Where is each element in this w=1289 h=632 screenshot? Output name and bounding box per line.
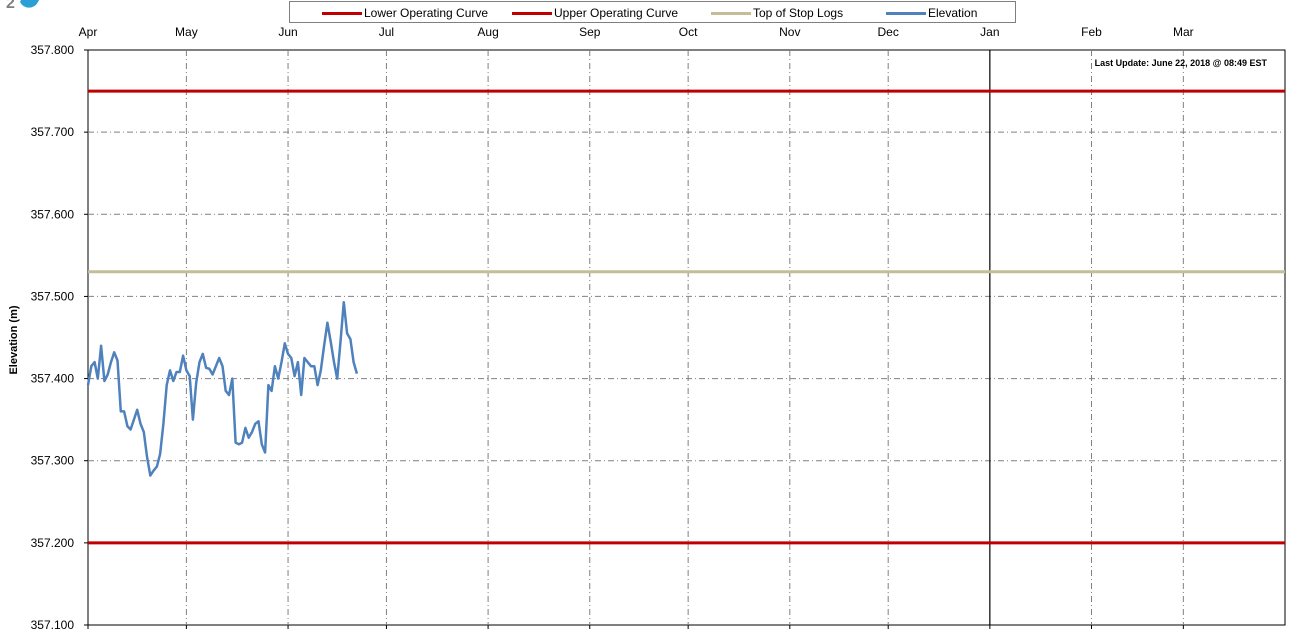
legend-swatch [512, 11, 552, 15]
legend: Lower Operating Curve Upper Operating Cur… [289, 1, 1016, 23]
x-tick-label: Jan [980, 25, 999, 39]
legend-label: Lower Operating Curve [364, 6, 489, 20]
legend-item: Lower Operating Curve [322, 5, 488, 21]
x-tick-label: Jun [278, 25, 297, 39]
y-tick-label: 357.300 [31, 454, 75, 468]
x-tick-label: Apr [79, 25, 98, 39]
legend-swatch [711, 11, 751, 15]
y-axis-label: Elevation (m) [8, 305, 20, 374]
grid-lines [87, 49, 1286, 626]
x-tick-label: May [175, 25, 198, 39]
y-tick-label: 357.700 [31, 125, 75, 139]
x-tick-label: Feb [1081, 25, 1102, 39]
x-axis-ticks: Apr May Jun Jul Aug Sep Oct Nov Dec Jan Feb Mar [79, 25, 1194, 629]
y-tick-label: 357.500 [31, 289, 75, 303]
logo-icon: 2 [6, 0, 39, 10]
y-tick-label: 357.800 [31, 43, 75, 57]
series-line-elevation [86, 300, 359, 477]
x-tick-label: Dec [878, 25, 899, 39]
legend-label: Top of Stop Logs [753, 6, 844, 20]
legend-item: Top of Stop Logs [711, 5, 843, 21]
series-layer [86, 89, 1285, 545]
y-tick-label: 357.100 [31, 618, 75, 632]
svg-text:2: 2 [6, 0, 15, 10]
x-tick-label: Aug [477, 25, 498, 39]
legend-label: Elevation [928, 6, 978, 20]
y-axis-ticks: 357.100 357.200 357.300 357.400 357.500 357.6… [31, 43, 88, 632]
x-tick-label: Mar [1173, 25, 1194, 39]
x-tick-label: Oct [679, 25, 698, 39]
legend-label: Upper Operating Curve [554, 6, 679, 20]
legend-swatch [886, 11, 926, 15]
x-tick-label: Jul [379, 25, 394, 39]
y-tick-label: 357.400 [31, 372, 75, 386]
last-update-annotation: Last Update: June 22, 2018 @ 08:49 EST [1095, 58, 1268, 68]
y-tick-label: 357.600 [31, 207, 75, 221]
plot-area-border [87, 49, 1286, 626]
legend-item: Upper Operating Curve [512, 5, 678, 21]
x-tick-label: Sep [579, 25, 601, 39]
legend-swatch [322, 11, 362, 15]
y-tick-label: 357.200 [31, 536, 75, 550]
x-tick-label: Nov [779, 25, 800, 39]
legend-item: Elevation [886, 5, 977, 21]
